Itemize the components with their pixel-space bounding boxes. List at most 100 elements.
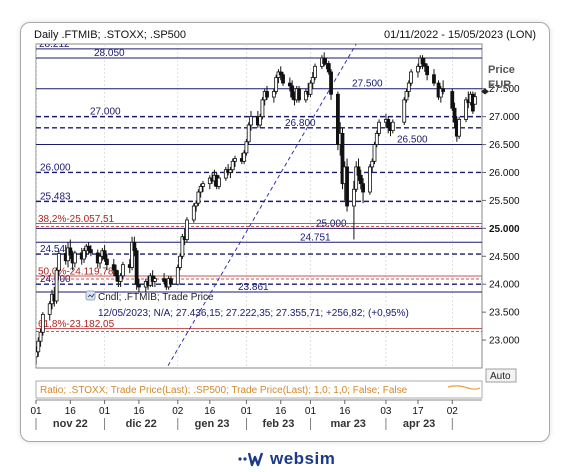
candle[interactable] bbox=[297, 85, 301, 103]
candle[interactable] bbox=[233, 155, 237, 167]
candle[interactable] bbox=[134, 247, 139, 290]
candle[interactable] bbox=[105, 253, 109, 271]
candle[interactable] bbox=[313, 63, 317, 81]
candle[interactable] bbox=[175, 264, 180, 286]
auto-scale-button[interactable]: Auto bbox=[485, 368, 517, 383]
candle[interactable] bbox=[473, 92, 478, 105]
candle[interactable] bbox=[287, 77, 292, 92]
candle[interactable] bbox=[310, 71, 315, 89]
candle-body bbox=[290, 85, 295, 98]
candle[interactable] bbox=[308, 80, 313, 98]
candle[interactable] bbox=[345, 158, 349, 212]
candle[interactable] bbox=[137, 278, 141, 293]
candle[interactable] bbox=[336, 91, 340, 151]
candle[interactable] bbox=[194, 200, 199, 212]
candle[interactable] bbox=[329, 69, 333, 100]
candle[interactable] bbox=[185, 217, 189, 243]
candle[interactable] bbox=[290, 80, 295, 100]
candle[interactable] bbox=[82, 247, 86, 263]
candle[interactable] bbox=[354, 161, 359, 193]
candle[interactable] bbox=[425, 63, 430, 81]
candle[interactable] bbox=[86, 242, 91, 254]
candle[interactable] bbox=[114, 264, 118, 282]
candle[interactable] bbox=[130, 236, 134, 271]
candle[interactable] bbox=[196, 189, 201, 206]
candle[interactable] bbox=[260, 97, 265, 120]
candle[interactable] bbox=[374, 130, 379, 148]
candle[interactable] bbox=[340, 127, 345, 190]
candle[interactable] bbox=[370, 158, 375, 173]
candle[interactable] bbox=[420, 55, 425, 70]
candle[interactable] bbox=[217, 175, 221, 190]
candle[interactable] bbox=[422, 57, 427, 72]
candle[interactable] bbox=[244, 138, 249, 156]
candle[interactable] bbox=[404, 88, 409, 103]
trend-line[interactable] bbox=[150, 44, 357, 396]
candle[interactable] bbox=[180, 233, 185, 260]
candle[interactable] bbox=[402, 97, 407, 125]
price-axis[interactable]: 23.000 23.500 24.000 24.500 25.000 25.500 26.0… bbox=[481, 64, 520, 347]
candle[interactable] bbox=[352, 180, 356, 240]
candle[interactable] bbox=[47, 300, 52, 321]
candle[interactable] bbox=[68, 239, 73, 260]
ratio-panel[interactable]: Ratio; .STOXX; Trade Price(Last); .SP500… bbox=[35, 380, 483, 399]
candle[interactable] bbox=[281, 71, 285, 86]
candle[interactable] bbox=[249, 111, 253, 131]
candle[interactable] bbox=[358, 169, 363, 190]
candle[interactable] bbox=[372, 141, 377, 165]
candle[interactable] bbox=[191, 203, 196, 223]
candle[interactable] bbox=[35, 346, 38, 365]
candle[interactable] bbox=[322, 52, 327, 67]
candle[interactable] bbox=[278, 66, 283, 81]
candle[interactable] bbox=[265, 85, 269, 100]
candle[interactable] bbox=[258, 113, 263, 128]
candle[interactable] bbox=[361, 178, 365, 204]
candle[interactable] bbox=[274, 74, 279, 95]
candle[interactable] bbox=[386, 116, 391, 134]
candle[interactable] bbox=[153, 275, 157, 287]
candle[interactable] bbox=[356, 158, 361, 181]
candle[interactable] bbox=[228, 166, 233, 179]
candle[interactable] bbox=[438, 85, 443, 103]
candle[interactable] bbox=[132, 236, 137, 257]
candle[interactable] bbox=[38, 328, 43, 347]
candle[interactable] bbox=[54, 267, 59, 304]
candle[interactable] bbox=[242, 150, 247, 165]
candle[interactable] bbox=[271, 88, 276, 103]
candle[interactable] bbox=[223, 166, 228, 181]
candle[interactable] bbox=[303, 88, 308, 103]
candle[interactable] bbox=[118, 273, 123, 287]
candle[interactable] bbox=[98, 253, 102, 269]
time-axis[interactable]: 01 16 01 16 02 16 01 16 01 16 03 17 02 nov 22 dic 22 ge… bbox=[30, 399, 482, 430]
candle[interactable] bbox=[178, 253, 182, 271]
candle[interactable] bbox=[441, 80, 446, 95]
candle[interactable] bbox=[169, 275, 173, 287]
candle[interactable] bbox=[72, 250, 77, 268]
candle[interactable] bbox=[326, 60, 331, 75]
candle[interactable] bbox=[40, 312, 45, 336]
candle[interactable] bbox=[452, 102, 457, 128]
candle[interactable] bbox=[390, 119, 395, 134]
candle[interactable] bbox=[457, 116, 462, 139]
candle[interactable] bbox=[36, 337, 41, 357]
candle[interactable] bbox=[88, 245, 93, 257]
candle[interactable] bbox=[432, 69, 436, 86]
time-day-label: 01 bbox=[99, 406, 111, 417]
candle[interactable] bbox=[121, 261, 125, 279]
candle[interactable] bbox=[111, 259, 116, 276]
candle[interactable] bbox=[56, 250, 61, 276]
candle[interactable] bbox=[377, 119, 381, 137]
candle[interactable] bbox=[416, 63, 420, 78]
candle[interactable] bbox=[162, 273, 166, 285]
candle[interactable] bbox=[230, 158, 235, 173]
candle[interactable] bbox=[102, 245, 107, 262]
candle[interactable] bbox=[201, 180, 205, 193]
candle[interactable] bbox=[246, 122, 251, 145]
candle[interactable] bbox=[409, 69, 413, 86]
candle[interactable] bbox=[450, 88, 455, 112]
candle[interactable] bbox=[464, 97, 468, 123]
candle[interactable] bbox=[198, 183, 203, 198]
candle[interactable] bbox=[406, 80, 411, 98]
candle[interactable] bbox=[368, 164, 372, 195]
